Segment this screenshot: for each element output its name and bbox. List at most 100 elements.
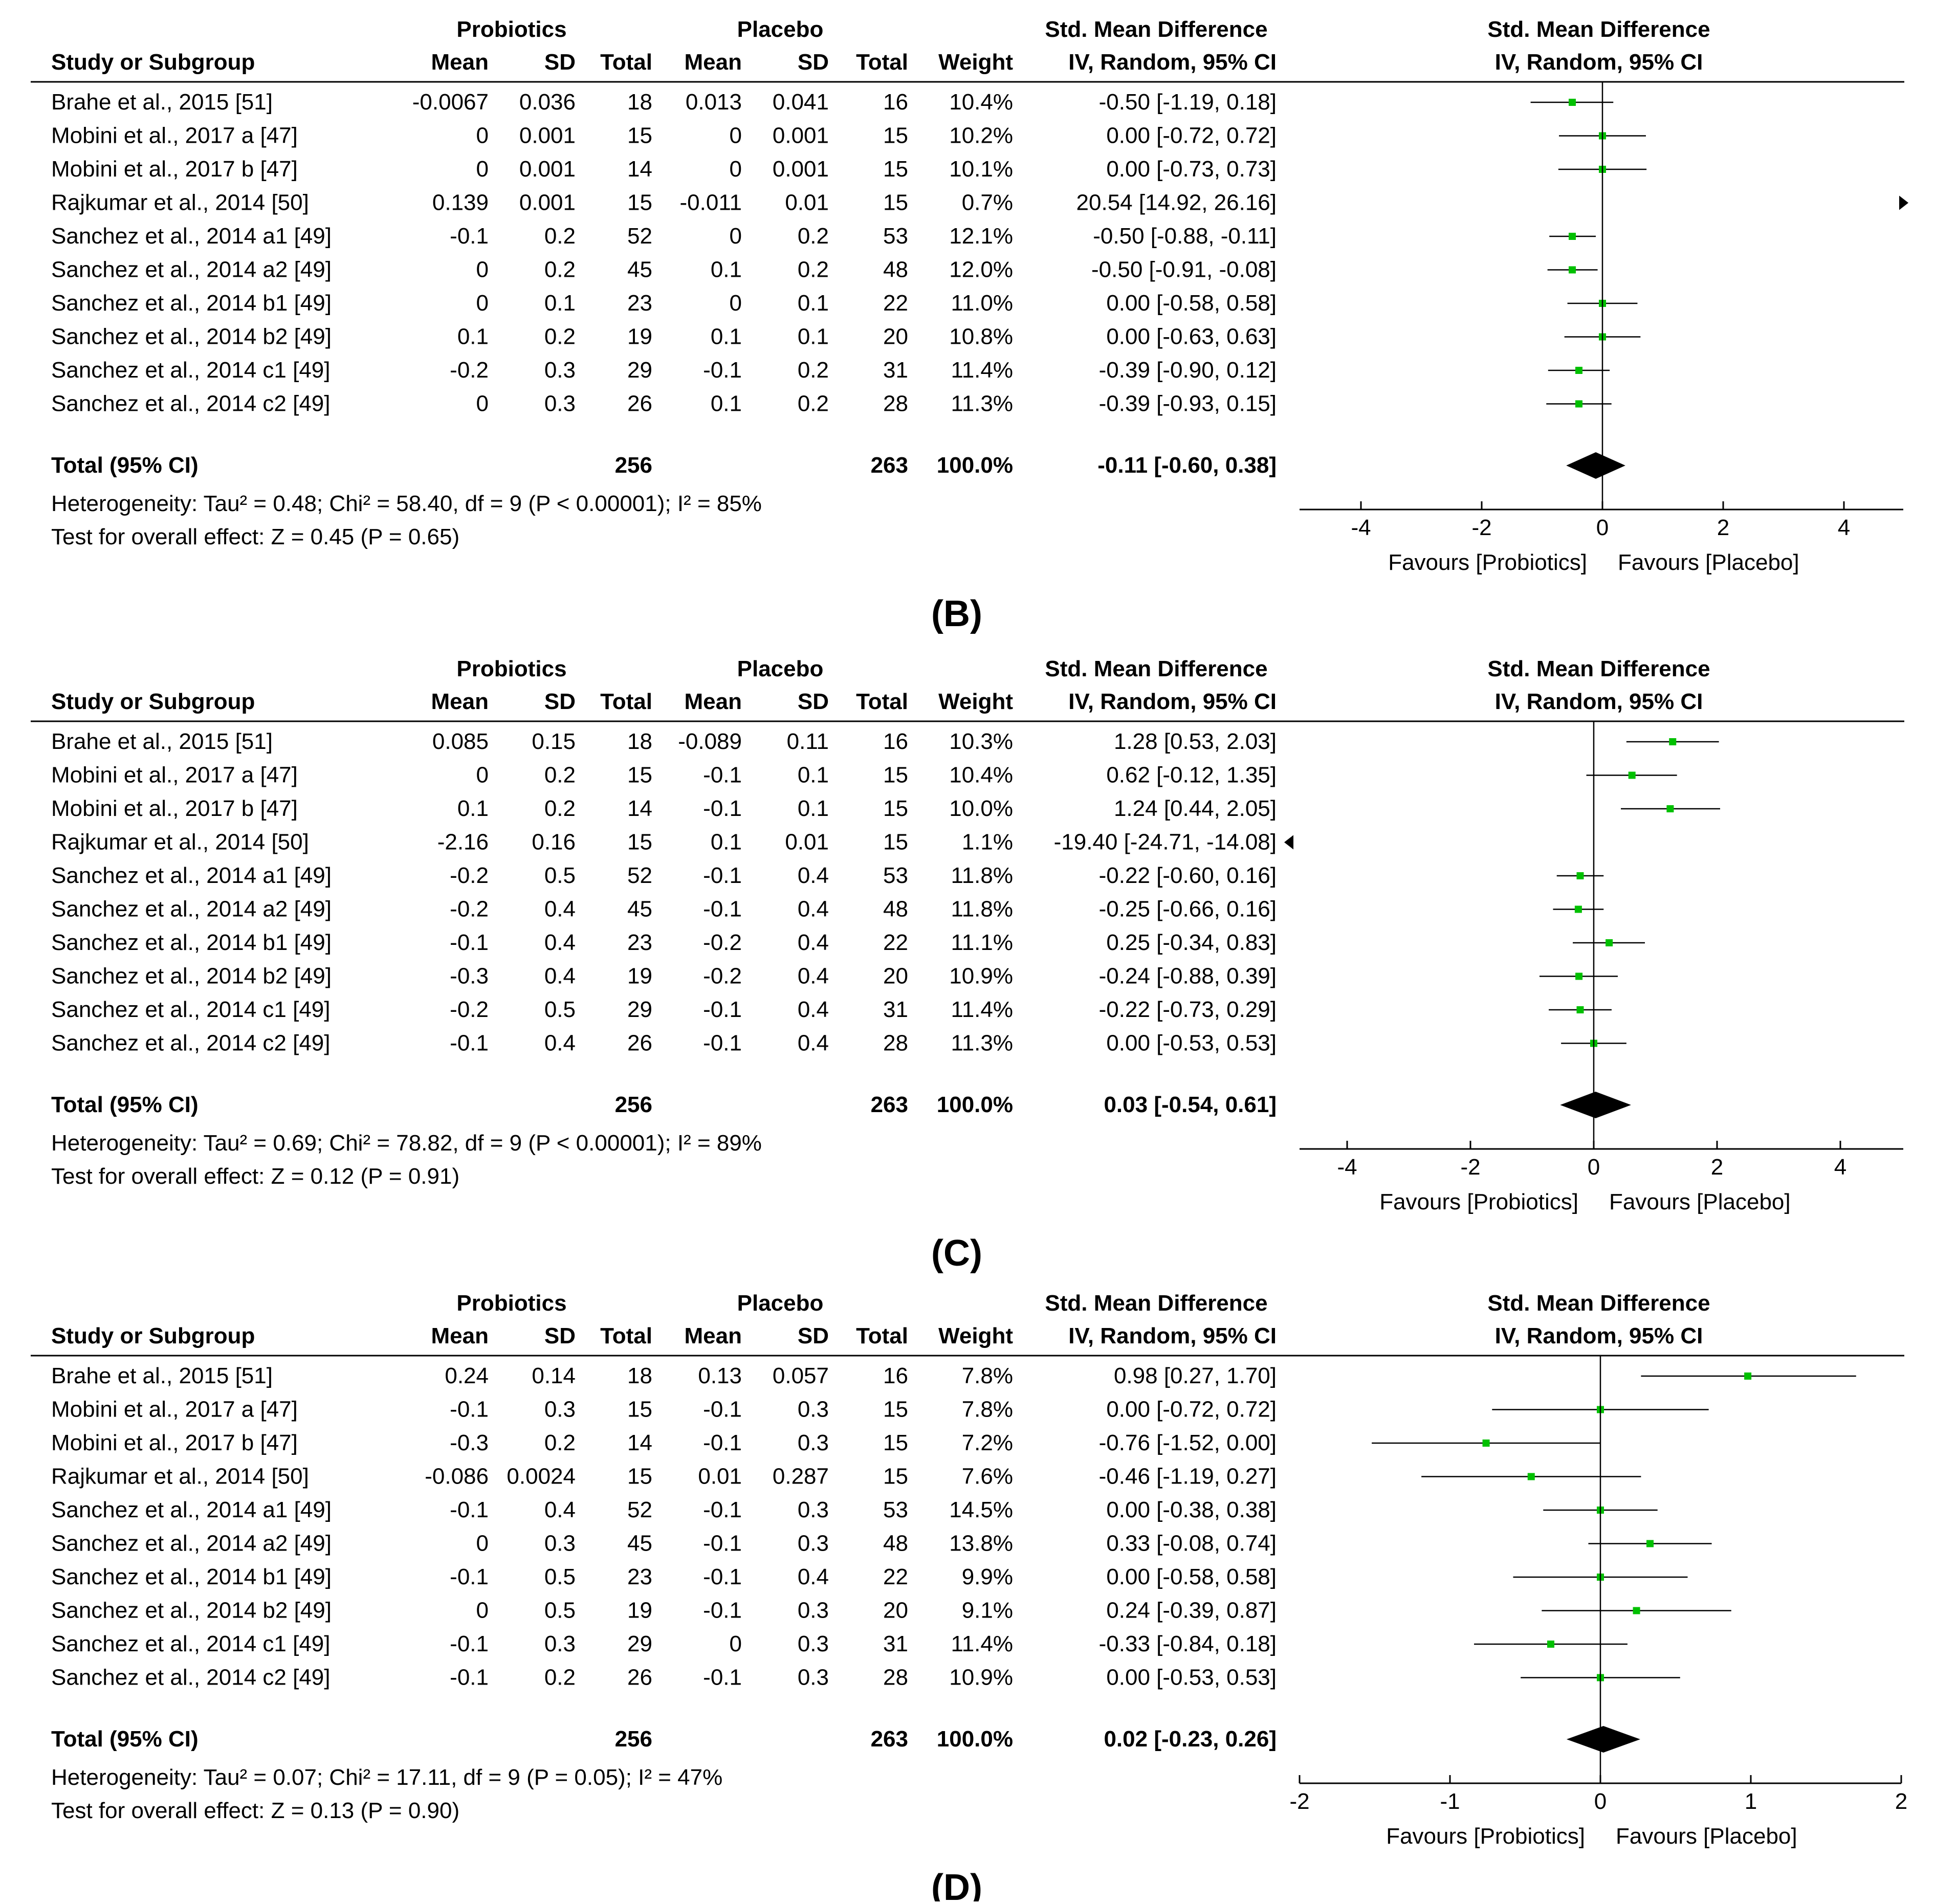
probiotics-total: 26 [627, 1665, 652, 1690]
probiotics-mean: -0.1 [450, 1564, 489, 1589]
study-ci: -0.50 [-0.88, -0.11] [1093, 224, 1277, 249]
probiotics-mean: 0.24 [445, 1363, 489, 1388]
probiotics-mean: -0.2 [450, 358, 489, 383]
probiotics-sd: 0.5 [544, 1598, 576, 1623]
sd1-header: SD [544, 1323, 576, 1348]
placebo-mean: -0.1 [703, 897, 742, 922]
study-weight: 9.9% [962, 1564, 1013, 1589]
study-name: Sanchez et al., 2014 b1 [49] [51, 291, 332, 316]
placebo-sd: 0.001 [773, 157, 829, 182]
study-ci: -0.22 [-0.73, 0.29] [1099, 997, 1277, 1022]
probiotics-total: 15 [627, 123, 652, 148]
x-tick-label: 2 [1717, 515, 1729, 540]
effect-title-header: Std. Mean Difference [1045, 656, 1267, 681]
favours-placebo-label: Favours [Placebo] [1609, 1189, 1791, 1214]
study-name: Sanchez et al., 2014 a1 [49] [51, 1497, 332, 1522]
study-weight: 14.5% [949, 1497, 1013, 1522]
effect-method-header: IV, Random, 95% CI [1068, 1323, 1277, 1348]
placebo-sd: 0.287 [773, 1464, 829, 1489]
placebo-total: 20 [883, 1598, 908, 1623]
probiotics-mean: -0.2 [450, 897, 489, 922]
study-name: Sanchez et al., 2014 c1 [49] [51, 997, 331, 1022]
placebo-mean: -0.1 [703, 863, 742, 888]
total-placebo-n: 263 [871, 453, 908, 478]
study-ci: 0.00 [-0.38, 0.38] [1106, 1497, 1277, 1522]
probiotics-total: 23 [627, 1564, 652, 1589]
placebo-sd: 0.3 [798, 1631, 829, 1656]
placebo-total: 28 [883, 1031, 908, 1056]
probiotics-sd: 0.2 [544, 224, 576, 249]
point-estimate [1633, 1607, 1640, 1614]
probiotics-sd: 0.15 [532, 729, 576, 754]
study-name: Mobini et al., 2017 a [47] [51, 1397, 298, 1422]
placebo-sd: 0.4 [798, 897, 829, 922]
placebo-total: 22 [883, 930, 908, 955]
point-estimate [1606, 939, 1613, 946]
favours-probiotics-label: Favours [Probiotics] [1388, 550, 1587, 575]
study-name: Mobini et al., 2017 a [47] [51, 763, 298, 788]
pooled-diamond [1560, 1092, 1631, 1118]
probiotics-mean: 0 [476, 257, 489, 282]
study-weight: 13.8% [949, 1531, 1013, 1556]
study-name: Sanchez et al., 2014 b2 [49] [51, 324, 332, 349]
probiotics-mean: 0 [476, 291, 489, 316]
group1-header: Probiotics [456, 656, 566, 681]
placebo-mean: 0 [730, 291, 742, 316]
probiotics-total: 23 [627, 930, 652, 955]
study-name: Sanchez et al., 2014 b2 [49] [51, 964, 332, 989]
probiotics-sd: 0.4 [544, 964, 576, 989]
probiotics-sd: 0.1 [544, 291, 576, 316]
probiotics-total: 15 [627, 1397, 652, 1422]
total-probiotics-n: 256 [615, 453, 652, 478]
probiotics-total: 15 [627, 190, 652, 215]
placebo-total: 22 [883, 291, 908, 316]
placebo-total: 28 [883, 391, 908, 416]
placebo-total: 53 [883, 863, 908, 888]
placebo-total: 15 [883, 763, 908, 788]
placebo-mean: -0.089 [678, 729, 742, 754]
study-ci: 1.28 [0.53, 2.03] [1114, 729, 1277, 754]
placebo-mean: -0.1 [703, 1564, 742, 1589]
probiotics-sd: 0.5 [544, 997, 576, 1022]
probiotics-sd: 0.001 [519, 157, 576, 182]
probiotics-mean: -0.2 [450, 863, 489, 888]
study-name: Brahe et al., 2015 [51] [51, 1363, 273, 1388]
probiotics-sd: 0.4 [544, 897, 576, 922]
point-estimate [1575, 367, 1582, 374]
study-name: Sanchez et al., 2014 a1 [49] [51, 224, 332, 249]
study-name: Sanchez et al., 2014 b2 [49] [51, 1598, 332, 1623]
total-weight: 100.0% [937, 1726, 1013, 1752]
placebo-mean: -0.1 [703, 1397, 742, 1422]
probiotics-sd: 0.14 [532, 1363, 576, 1388]
weight-header: Weight [938, 1323, 1013, 1348]
study-name: Sanchez et al., 2014 a2 [49] [51, 257, 332, 282]
heterogeneity-text: Heterogeneity: Tau² = 0.07; Chi² = 17.11… [51, 1765, 722, 1790]
study-name: Brahe et al., 2015 [51] [51, 729, 273, 754]
x-tick-label: 4 [1838, 515, 1850, 540]
probiotics-sd: 0.3 [544, 358, 576, 383]
mean2-header: Mean [685, 50, 742, 75]
placebo-total: 22 [883, 1564, 908, 1589]
placebo-mean: -0.1 [703, 1497, 742, 1522]
mean1-header: Mean [431, 689, 489, 714]
probiotics-total: 19 [627, 1598, 652, 1623]
placebo-mean: -0.1 [703, 358, 742, 383]
study-ci: 1.24 [0.44, 2.05] [1114, 796, 1277, 821]
study-ci: 0.24 [-0.39, 0.87] [1106, 1598, 1277, 1623]
weight-header: Weight [938, 50, 1013, 75]
study-weight: 12.1% [949, 224, 1013, 249]
study-name: Mobini et al., 2017 b [47] [51, 1430, 298, 1455]
point-estimate [1575, 400, 1582, 408]
placebo-total: 15 [883, 1464, 908, 1489]
study-weight: 9.1% [962, 1598, 1013, 1623]
x-tick-label: 2 [1711, 1155, 1723, 1180]
study-weight: 10.0% [949, 796, 1013, 821]
probiotics-mean: 0 [476, 391, 489, 416]
study-column-header: Study or Subgroup [51, 1323, 255, 1348]
probiotics-total: 52 [627, 224, 652, 249]
study-name: Rajkumar et al., 2014 [50] [51, 1464, 309, 1489]
study-ci: 0.00 [-0.72, 0.72] [1106, 1397, 1277, 1422]
total2-header: Total [856, 1323, 908, 1348]
